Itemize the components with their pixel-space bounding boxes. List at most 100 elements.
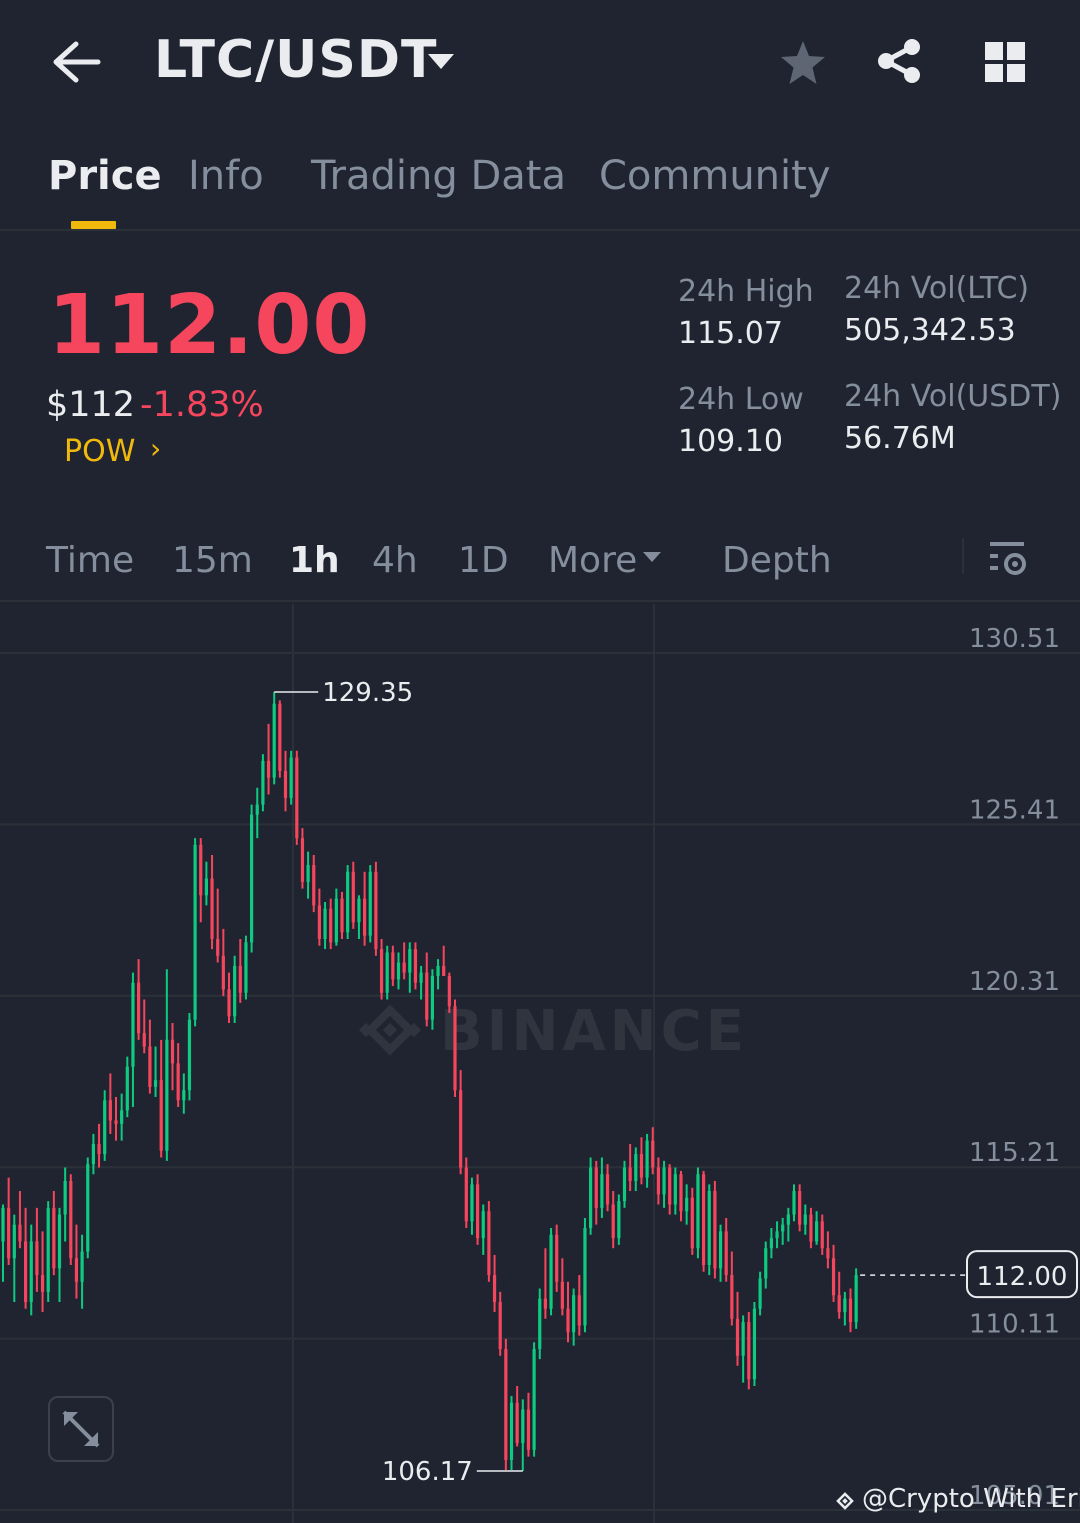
candle xyxy=(741,1315,745,1383)
candle xyxy=(792,1184,796,1222)
share-icon[interactable] xyxy=(874,36,924,86)
candle xyxy=(809,1207,813,1249)
candle xyxy=(1,1204,5,1282)
candle xyxy=(120,1093,124,1141)
candle xyxy=(24,1207,28,1309)
candle xyxy=(425,952,429,1027)
candle xyxy=(459,1070,463,1175)
candle xyxy=(385,945,389,1000)
interval-1h[interactable]: 1h xyxy=(289,540,340,581)
candle xyxy=(368,865,372,943)
candle xyxy=(628,1144,632,1192)
candle xyxy=(764,1241,768,1289)
candle xyxy=(114,1096,118,1141)
tab-info[interactable]: Info xyxy=(188,153,264,199)
grid-icon[interactable] xyxy=(983,40,1027,84)
candle xyxy=(707,1184,711,1276)
candlestick-chart[interactable]: BINANCE 130.51 125.41 120.31 115.21 110.11 10… xyxy=(0,604,1080,1523)
candle xyxy=(504,1338,508,1471)
candle xyxy=(323,902,327,950)
candle xyxy=(730,1251,734,1326)
interval-1d[interactable]: 1D xyxy=(458,540,509,581)
star-icon[interactable] xyxy=(778,38,828,88)
candle xyxy=(600,1157,604,1218)
candle xyxy=(283,750,288,812)
depth-tab[interactable]: Depth xyxy=(722,540,832,581)
candle xyxy=(238,939,242,1003)
candle xyxy=(690,1187,694,1255)
tab-community[interactable]: Community xyxy=(599,153,831,199)
candle xyxy=(820,1214,824,1255)
candle xyxy=(363,871,367,946)
candle xyxy=(329,898,333,950)
expand-button[interactable] xyxy=(48,1396,114,1462)
candle xyxy=(668,1164,672,1215)
last-price: 112.00 xyxy=(48,278,371,373)
candle xyxy=(498,1291,502,1356)
candle xyxy=(255,787,259,839)
candle xyxy=(334,888,338,946)
interval-more[interactable]: More xyxy=(548,540,638,581)
candle xyxy=(340,891,344,940)
candle xyxy=(153,1046,158,1097)
candle xyxy=(515,1385,519,1447)
chart-settings-icon[interactable] xyxy=(988,538,1028,578)
candle xyxy=(227,972,231,1024)
arrow-left-icon[interactable] xyxy=(50,38,102,86)
candle xyxy=(639,1137,644,1185)
candle xyxy=(843,1291,847,1326)
candle xyxy=(798,1184,802,1232)
candle xyxy=(605,1164,610,1212)
current-price-badge xyxy=(966,1250,1078,1299)
caret-down-icon[interactable] xyxy=(642,550,662,564)
candle xyxy=(159,1039,163,1158)
category-tag[interactable]: POW xyxy=(64,434,136,469)
candle xyxy=(589,1157,593,1235)
y-tick-label: 120.31 xyxy=(969,967,1060,997)
candle xyxy=(306,851,310,899)
candle xyxy=(775,1221,779,1249)
candle xyxy=(634,1147,638,1192)
expand-icon xyxy=(62,1410,100,1448)
candle xyxy=(295,750,299,845)
candle xyxy=(442,945,446,976)
candle xyxy=(35,1207,39,1292)
interval-15m[interactable]: 15m xyxy=(172,540,253,581)
candle xyxy=(69,1174,73,1265)
y-tick-label: 115.21 xyxy=(969,1138,1060,1168)
pair-title[interactable]: LTC/USDT xyxy=(154,30,438,90)
candle xyxy=(481,1204,485,1255)
interval-time[interactable]: Time xyxy=(46,540,135,581)
chevron-right-icon[interactable]: › xyxy=(150,432,162,465)
candle xyxy=(803,1204,807,1235)
tab-bar: Price Info Trading Data Community xyxy=(0,125,1080,231)
binance-watermark: BINANCE xyxy=(358,999,744,1064)
candle xyxy=(622,1160,627,1208)
interval-4h[interactable]: 4h xyxy=(372,540,418,581)
divider xyxy=(962,538,964,574)
y-tick-label: 125.41 xyxy=(969,795,1060,825)
active-tab-indicator xyxy=(71,221,116,229)
candle xyxy=(724,1217,728,1282)
low-label: 24h Low xyxy=(678,382,804,417)
candle xyxy=(221,928,225,997)
candle xyxy=(396,952,401,990)
candle xyxy=(617,1194,621,1245)
tab-trading-data[interactable]: Trading Data xyxy=(311,153,566,199)
candle xyxy=(549,1228,553,1316)
candle xyxy=(210,854,214,950)
candle xyxy=(679,1170,683,1222)
candle xyxy=(526,1392,531,1457)
candle xyxy=(18,1191,22,1249)
candle xyxy=(46,1201,50,1302)
candle xyxy=(752,1301,757,1386)
candle xyxy=(555,1224,559,1292)
candle xyxy=(747,1312,751,1390)
candle xyxy=(357,895,361,940)
caret-down-icon[interactable] xyxy=(426,50,456,72)
tab-price[interactable]: Price xyxy=(48,153,162,199)
candle xyxy=(289,750,293,805)
y-tick-label: 110.11 xyxy=(969,1310,1060,1340)
candle xyxy=(86,1157,90,1259)
candle xyxy=(430,969,434,1030)
